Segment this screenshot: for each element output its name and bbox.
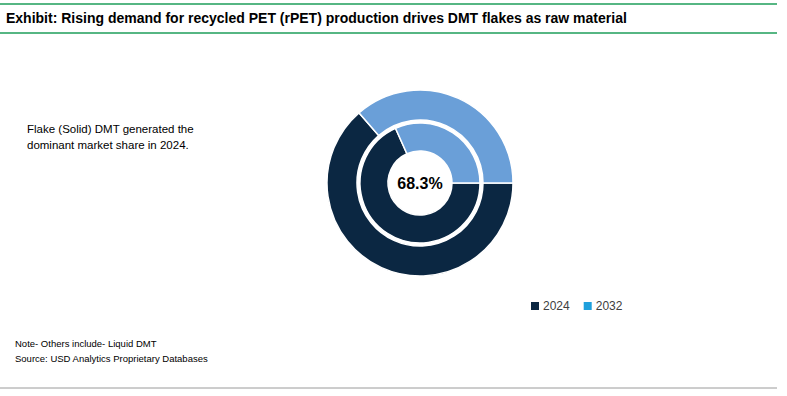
note: Note- Others include- Liquid DMT bbox=[15, 338, 157, 349]
source: Source: USD Analytics Proprietary Databa… bbox=[15, 353, 208, 364]
annotation-line: dominant market share in 2024. bbox=[27, 139, 189, 151]
top-rule bbox=[0, 3, 777, 5]
bottom-rule bbox=[0, 388, 777, 389]
annotation-line: Flake (Solid) DMT generated the bbox=[27, 123, 194, 135]
annotation: Flake (Solid) DMT generated the dominant … bbox=[27, 123, 194, 151]
title: Exhibit: Rising demand for recycled PET … bbox=[6, 10, 627, 26]
chart: Exhibit: Rising demand for recycled PET … bbox=[0, 0, 787, 396]
ring bbox=[327, 90, 513, 276]
legend-label: 2032 bbox=[596, 299, 623, 313]
title-rule bbox=[0, 32, 777, 34]
center-label: 68.3% bbox=[397, 175, 442, 192]
donut bbox=[327, 90, 513, 276]
slice bbox=[359, 90, 513, 183]
legend-label: 2024 bbox=[543, 299, 570, 313]
legend: 2024 2032 bbox=[531, 299, 623, 313]
ring bbox=[360, 123, 480, 243]
legend-swatch bbox=[584, 302, 592, 310]
legend-swatch bbox=[531, 302, 539, 310]
